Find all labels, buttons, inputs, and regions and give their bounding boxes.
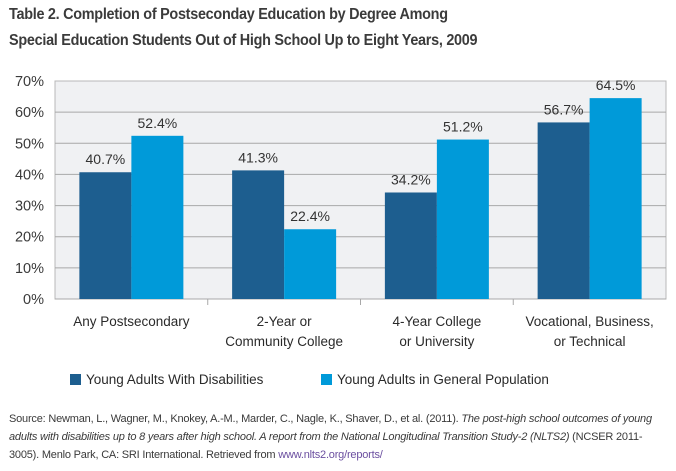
bar-general-population [284, 229, 337, 299]
x-category-label: or University [399, 334, 474, 349]
x-category-label: or Technical [554, 334, 626, 349]
source-citation: Source: Newman, L., Wagner, M., Knokey, … [9, 410, 669, 464]
legend-item-general: Young Adults in General Population [321, 372, 549, 387]
data-label: 41.3% [238, 149, 278, 165]
x-category-label: Any Postsecondary [73, 314, 190, 329]
bar-disabilities [384, 192, 437, 299]
data-label: 40.7% [86, 151, 126, 167]
y-tick-label: 0% [23, 292, 44, 308]
legend-item-disabilities: Young Adults With Disabilities [70, 372, 263, 387]
y-tick-label: 50% [15, 136, 44, 152]
x-category-label: 2-Year or [257, 314, 313, 329]
bar-general-population [436, 139, 489, 299]
data-label: 34.2% [391, 171, 431, 187]
bar-disabilities [232, 170, 285, 299]
x-category-label: Community College [225, 334, 343, 349]
y-tick-label: 60% [15, 105, 44, 121]
y-tick-label: 70% [15, 74, 44, 90]
bar-chart: 0% 10% 20% 30% 40% 50% 60% 70% 40.7% 52.4% Any Pos… [15, 74, 667, 349]
data-label: 64.5% [596, 77, 636, 93]
source-link[interactable]: www.nlts2.org/reports/ [278, 449, 383, 461]
y-tick-label: 30% [15, 199, 44, 215]
legend-label-general: Young Adults in General Population [337, 372, 549, 387]
x-category-label: Vocational, Business, [525, 314, 653, 329]
y-tick-label: 10% [15, 261, 44, 277]
legend-swatch-disabilities [70, 374, 81, 385]
source-prefix: Source: Newman, L., Wagner, M., Knokey, … [9, 413, 462, 425]
chart-title-line-1: Table 2. Completion of Postseconday Educ… [9, 6, 448, 23]
bar-general-population [131, 135, 184, 299]
legend-label-disabilities: Young Adults With Disabilities [86, 372, 264, 387]
bar-disabilities [537, 122, 590, 299]
x-category-label: 4-Year College [392, 314, 481, 329]
bar-general-population [589, 98, 642, 299]
data-label: 56.7% [544, 101, 584, 117]
data-label: 52.4% [138, 115, 178, 131]
chart-title-line-2: Special Education Students Out of High S… [9, 32, 478, 49]
source-suffix: (NCSER 2011-3005). Menlo Park, CA: SRI I… [9, 431, 643, 461]
source-title: The post-high school outcomes of young a… [9, 413, 652, 443]
y-tick-label: 20% [15, 230, 44, 246]
legend-swatch-general [321, 374, 332, 385]
y-tick-label: 40% [15, 167, 44, 183]
bar-disabilities [79, 172, 132, 299]
data-label: 22.4% [290, 208, 330, 224]
data-label: 51.2% [443, 119, 483, 135]
